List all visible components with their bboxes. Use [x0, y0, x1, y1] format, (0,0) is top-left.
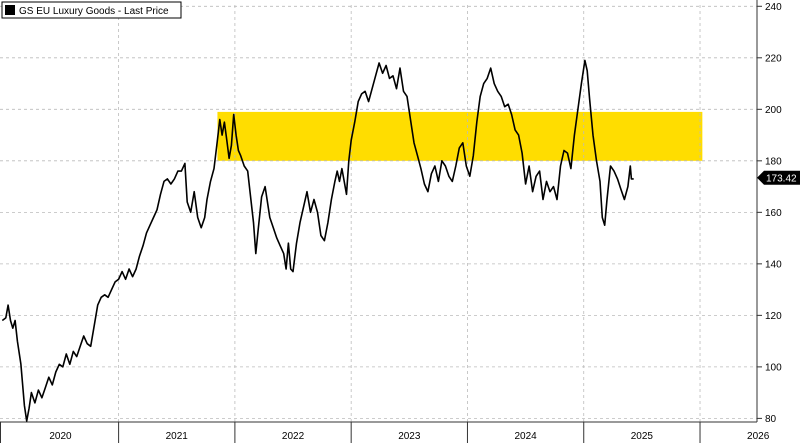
x-tick-label: 2020	[49, 431, 72, 442]
legend: GS EU Luxury Goods - Last Price	[1, 1, 182, 19]
y-tick-label: 80	[765, 414, 777, 425]
x-tick-label: 2023	[398, 431, 421, 442]
y-tick-label: 180	[765, 156, 782, 167]
x-tick-label: 2026	[747, 431, 770, 442]
highlight-band	[217, 111, 703, 161]
y-tick-label: 160	[765, 208, 782, 219]
y-tick-label: 200	[765, 105, 782, 116]
last-value-marker	[757, 170, 800, 185]
y-tick-label: 220	[765, 53, 782, 64]
x-tick-label: 2024	[514, 431, 537, 442]
legend-swatch	[5, 5, 15, 15]
y-tick-label: 120	[765, 311, 782, 322]
legend-label: GS EU Luxury Goods - Last Price	[19, 6, 169, 17]
x-tick-label: 2022	[282, 431, 305, 442]
legend-box	[1, 1, 182, 19]
y-tick-label: 140	[765, 259, 782, 270]
last-value-label: 173.42	[766, 173, 797, 184]
y-tick-label: 100	[765, 362, 782, 373]
y-tick-label: 240	[765, 2, 782, 13]
x-tick-label: 2025	[631, 431, 654, 442]
x-tick-label: 2021	[166, 431, 189, 442]
price-line	[1, 59, 634, 422]
